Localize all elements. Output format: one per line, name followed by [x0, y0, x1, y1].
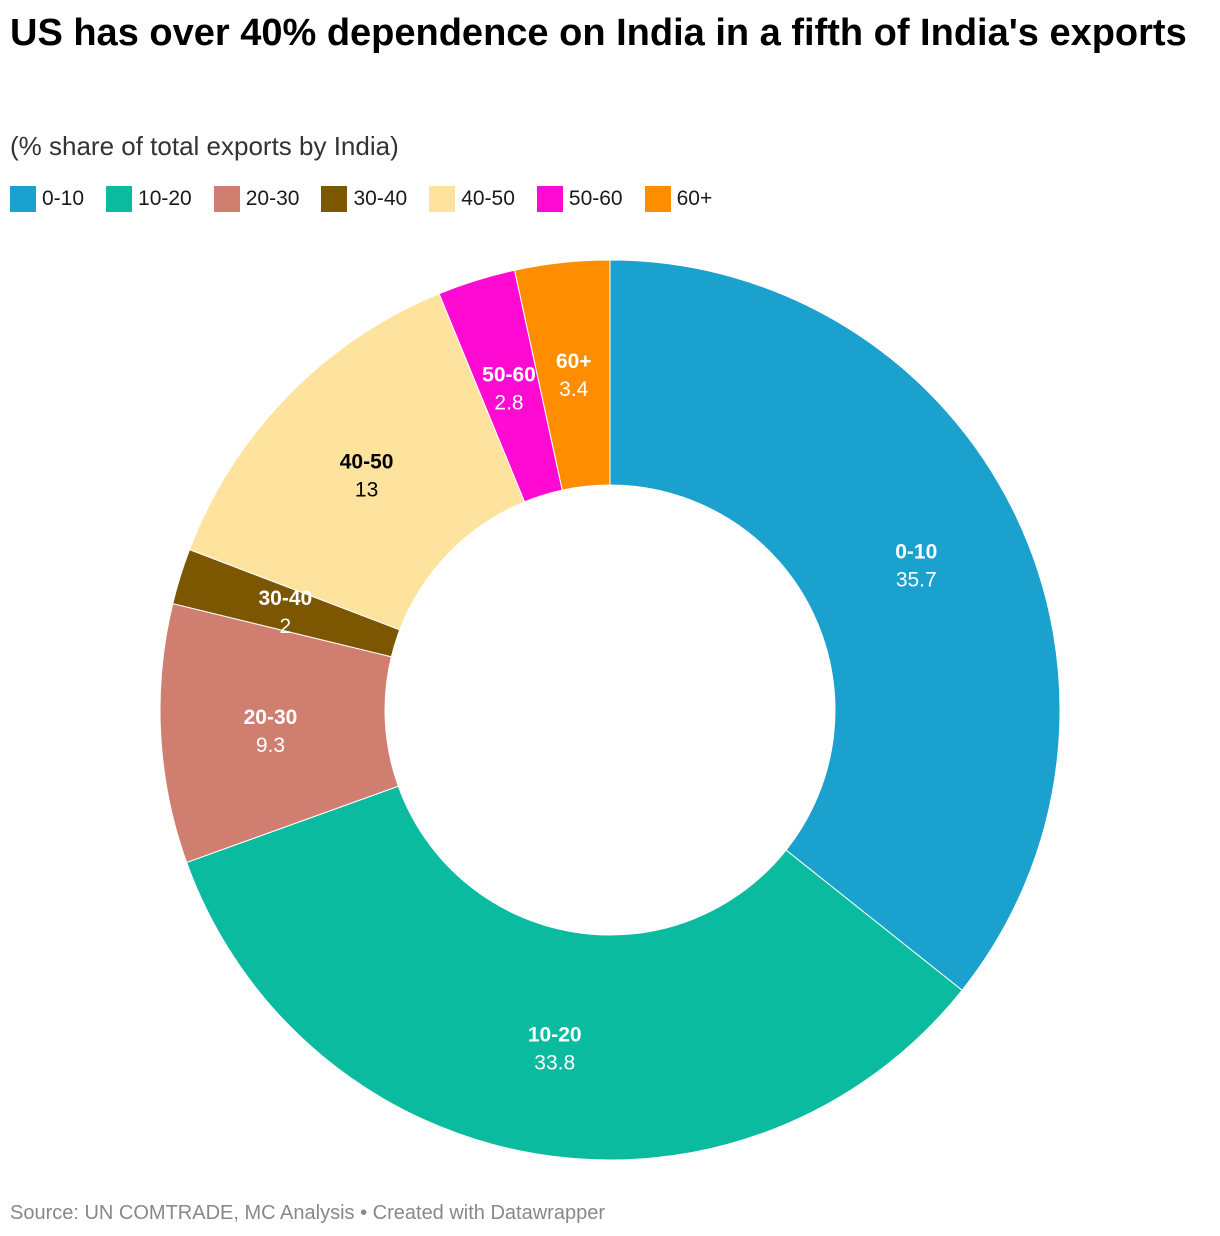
- legend-swatch: [10, 186, 36, 212]
- slice-label-value: 13: [355, 479, 378, 502]
- legend-item: 60+: [644, 186, 713, 212]
- slice-label-value: 9.3: [256, 734, 285, 757]
- slice-label-category: 50-60: [482, 363, 536, 386]
- donut-slice-60+: [514, 259, 611, 491]
- donut-slice-20-30: [159, 602, 399, 864]
- slice-label-category: 40-50: [340, 451, 394, 474]
- chart-title: US has over 40% dependence on India in a…: [10, 12, 1187, 54]
- slice-label-category: 10-20: [528, 1023, 582, 1046]
- chart-legend: 0-10 10-20 20-30 30-40 40-50 50-60 60+: [10, 186, 734, 212]
- slice-label-category: 0-10: [895, 540, 937, 563]
- chart-subtitle: (% share of total exports by India): [10, 131, 399, 161]
- donut-slice-50-60: [438, 269, 563, 503]
- donut-slice-30-40: [172, 548, 401, 658]
- slice-label-value: 35.7: [896, 568, 937, 591]
- legend-label: 60+: [676, 187, 713, 210]
- legend-item: 20-30: [213, 186, 300, 212]
- legend-swatch: [106, 186, 133, 212]
- legend-swatch: [213, 186, 240, 212]
- source-text: Source: UN COMTRADE, MC Analysis: [10, 1202, 355, 1224]
- legend-swatch: [429, 186, 456, 212]
- slice-label-category: 60+: [556, 350, 592, 373]
- slice-label-value: 3.4: [559, 378, 589, 401]
- legend-swatch: [536, 186, 563, 212]
- legend-label: 50-60: [568, 187, 623, 210]
- legend-item: 0-10: [10, 186, 84, 212]
- donut-slice-40-50: [188, 293, 526, 631]
- legend-item: 40-50: [429, 186, 515, 212]
- slice-label-category: 20-30: [244, 706, 298, 729]
- donut-slice-0-10: [609, 259, 1061, 991]
- chart-footer: Source: UN COMTRADE, MC Analysis • Creat…: [10, 1200, 605, 1226]
- legend-swatch: [321, 186, 348, 212]
- credit-text: Created with Datawrapper: [372, 1202, 605, 1224]
- legend-label: 20-30: [245, 187, 300, 210]
- donut-slice-10-20: [185, 785, 963, 1161]
- legend-label: 0-10: [42, 187, 85, 210]
- legend-label: 30-40: [353, 187, 408, 210]
- slice-label-value: 33.8: [534, 1051, 575, 1074]
- slice-label-value: 2: [280, 615, 292, 638]
- legend-item: 10-20: [106, 186, 192, 212]
- legend-swatch: [644, 186, 671, 212]
- legend-label: 40-50: [461, 187, 515, 210]
- legend-label: 10-20: [138, 187, 192, 210]
- slice-label-value: 2.8: [494, 391, 523, 414]
- legend-item: 30-40: [321, 186, 407, 212]
- footer-separator: •: [360, 1202, 368, 1224]
- slice-label-category: 30-40: [258, 587, 312, 610]
- legend-item: 50-60: [536, 186, 623, 212]
